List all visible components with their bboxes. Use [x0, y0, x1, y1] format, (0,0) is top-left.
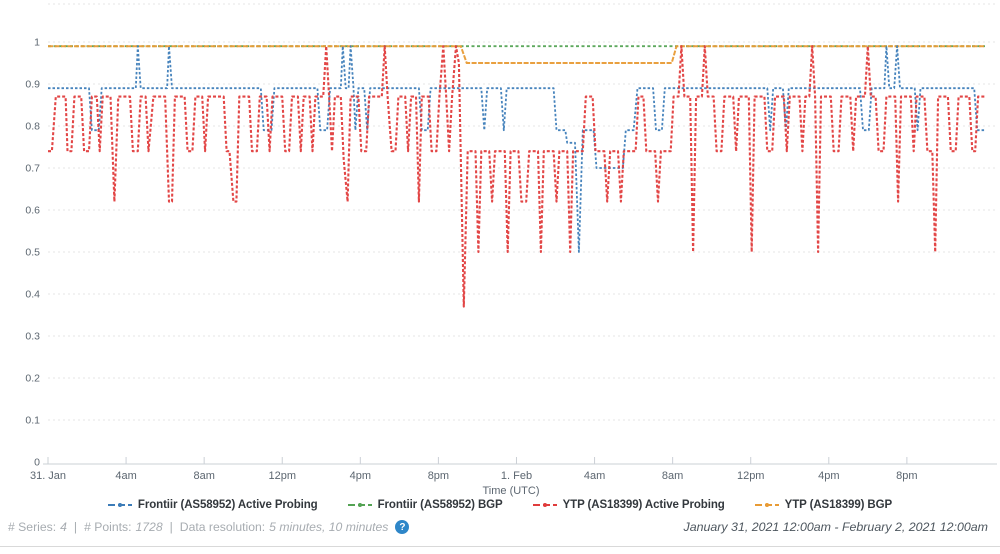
resolution-value: 5 minutes, 10 minutes: [269, 520, 389, 534]
legend-swatch-icon: [107, 503, 132, 507]
x-tick-label: 1. Feb: [501, 470, 532, 482]
legend-label: Frontiir (AS58952) Active Probing: [137, 499, 318, 511]
legend-item-frontiir-as58952-active-probing[interactable]: Frontiir (AS58952) Active Probing: [107, 499, 318, 511]
x-tick-label: 4pm: [350, 470, 371, 482]
chart-legend: Frontiir (AS58952) Active Probing Frontii…: [0, 499, 1000, 511]
x-axis-title: Time (UTC): [482, 485, 539, 497]
x-tick-label: 12pm: [268, 470, 296, 482]
y-tick-label: 0.4: [25, 289, 40, 301]
legend-swatch-icon: [347, 503, 372, 507]
time-series-chart[interactable]: 1 0.9 0.8 0.7 0.6 0.5 0.4 0.3 0.2 0.1 031. Jan 4am 8…: [0, 0, 1000, 497]
legend-item-ytp-as18399-bgp[interactable]: YTP (AS18399) BGP: [754, 499, 893, 511]
help-icon[interactable]: ?: [395, 520, 410, 534]
y-tick-label: 1: [34, 37, 40, 49]
x-tick-label: 31. Jan: [30, 470, 66, 482]
y-axis-labels: 1 0.9 0.8 0.7 0.6 0.5 0.4 0.3 0.2 0.1 0: [25, 37, 40, 469]
x-tick-label: 4am: [584, 470, 605, 482]
series-line-frontiir-as58952-active-probing: [48, 45, 985, 253]
chart-meta: # Series: 4 | # Points: 1728 | Data reso…: [8, 520, 410, 534]
chart-footer: # Series: 4 | # Points: 1728 | Data reso…: [0, 520, 1000, 534]
legend-item-ytp-as18399-active-probing[interactable]: YTP (AS18399) Active Probing: [532, 499, 725, 511]
y-tick-label: 0.2: [25, 373, 40, 385]
legend-label: YTP (AS18399) BGP: [784, 499, 893, 511]
separator: |: [73, 520, 78, 534]
gridlines: [48, 3, 995, 421]
legend-item-frontiir-as58952-bgp[interactable]: Frontiir (AS58952) BGP: [347, 499, 503, 511]
separator: |: [169, 520, 173, 534]
y-tick-label: 0.7: [25, 163, 40, 175]
y-tick-label: 0.8: [25, 121, 40, 133]
points-count-label: # Points:: [84, 520, 132, 534]
series-count-label: # Series:: [8, 520, 57, 534]
x-tick-label: 8pm: [428, 470, 449, 482]
legend-swatch-icon: [532, 503, 557, 507]
divider: [0, 546, 1000, 547]
y-tick-label: 0.9: [25, 79, 40, 91]
x-tick-label: 8am: [193, 470, 214, 482]
legend-label: Frontiir (AS58952) BGP: [377, 499, 503, 511]
x-tick-label: 4pm: [818, 470, 839, 482]
points-count-value: 1728: [135, 520, 163, 534]
y-tick-label: 0: [34, 457, 40, 469]
x-tick-label: 8pm: [896, 470, 917, 482]
series-line-ytp-as18399-active-probing: [48, 45, 985, 308]
y-tick-label: 0.6: [25, 205, 40, 217]
legend-swatch-icon: [754, 503, 779, 507]
date-range-text: January 31, 2021 12:00am - February 2, 2…: [683, 520, 988, 534]
legend-label: YTP (AS18399) Active Probing: [562, 499, 725, 511]
y-tick-label: 0.5: [25, 247, 40, 259]
series-count-value: 4: [60, 520, 67, 534]
x-tick-label: 8am: [662, 470, 683, 482]
y-tick-label: 0.1: [25, 415, 40, 427]
x-tick-label: 4am: [115, 470, 136, 482]
x-tick-label: 12pm: [737, 470, 765, 482]
x-axis: 31. Jan 4am 8am 12pm 4pm 8pm 1. Feb 4am 8am 12pm 4…: [30, 457, 997, 497]
resolution-label: Data resolution:: [179, 520, 266, 534]
y-tick-label: 0.3: [25, 331, 40, 343]
series-line-ytp-as18399-bgp: [48, 45, 985, 64]
